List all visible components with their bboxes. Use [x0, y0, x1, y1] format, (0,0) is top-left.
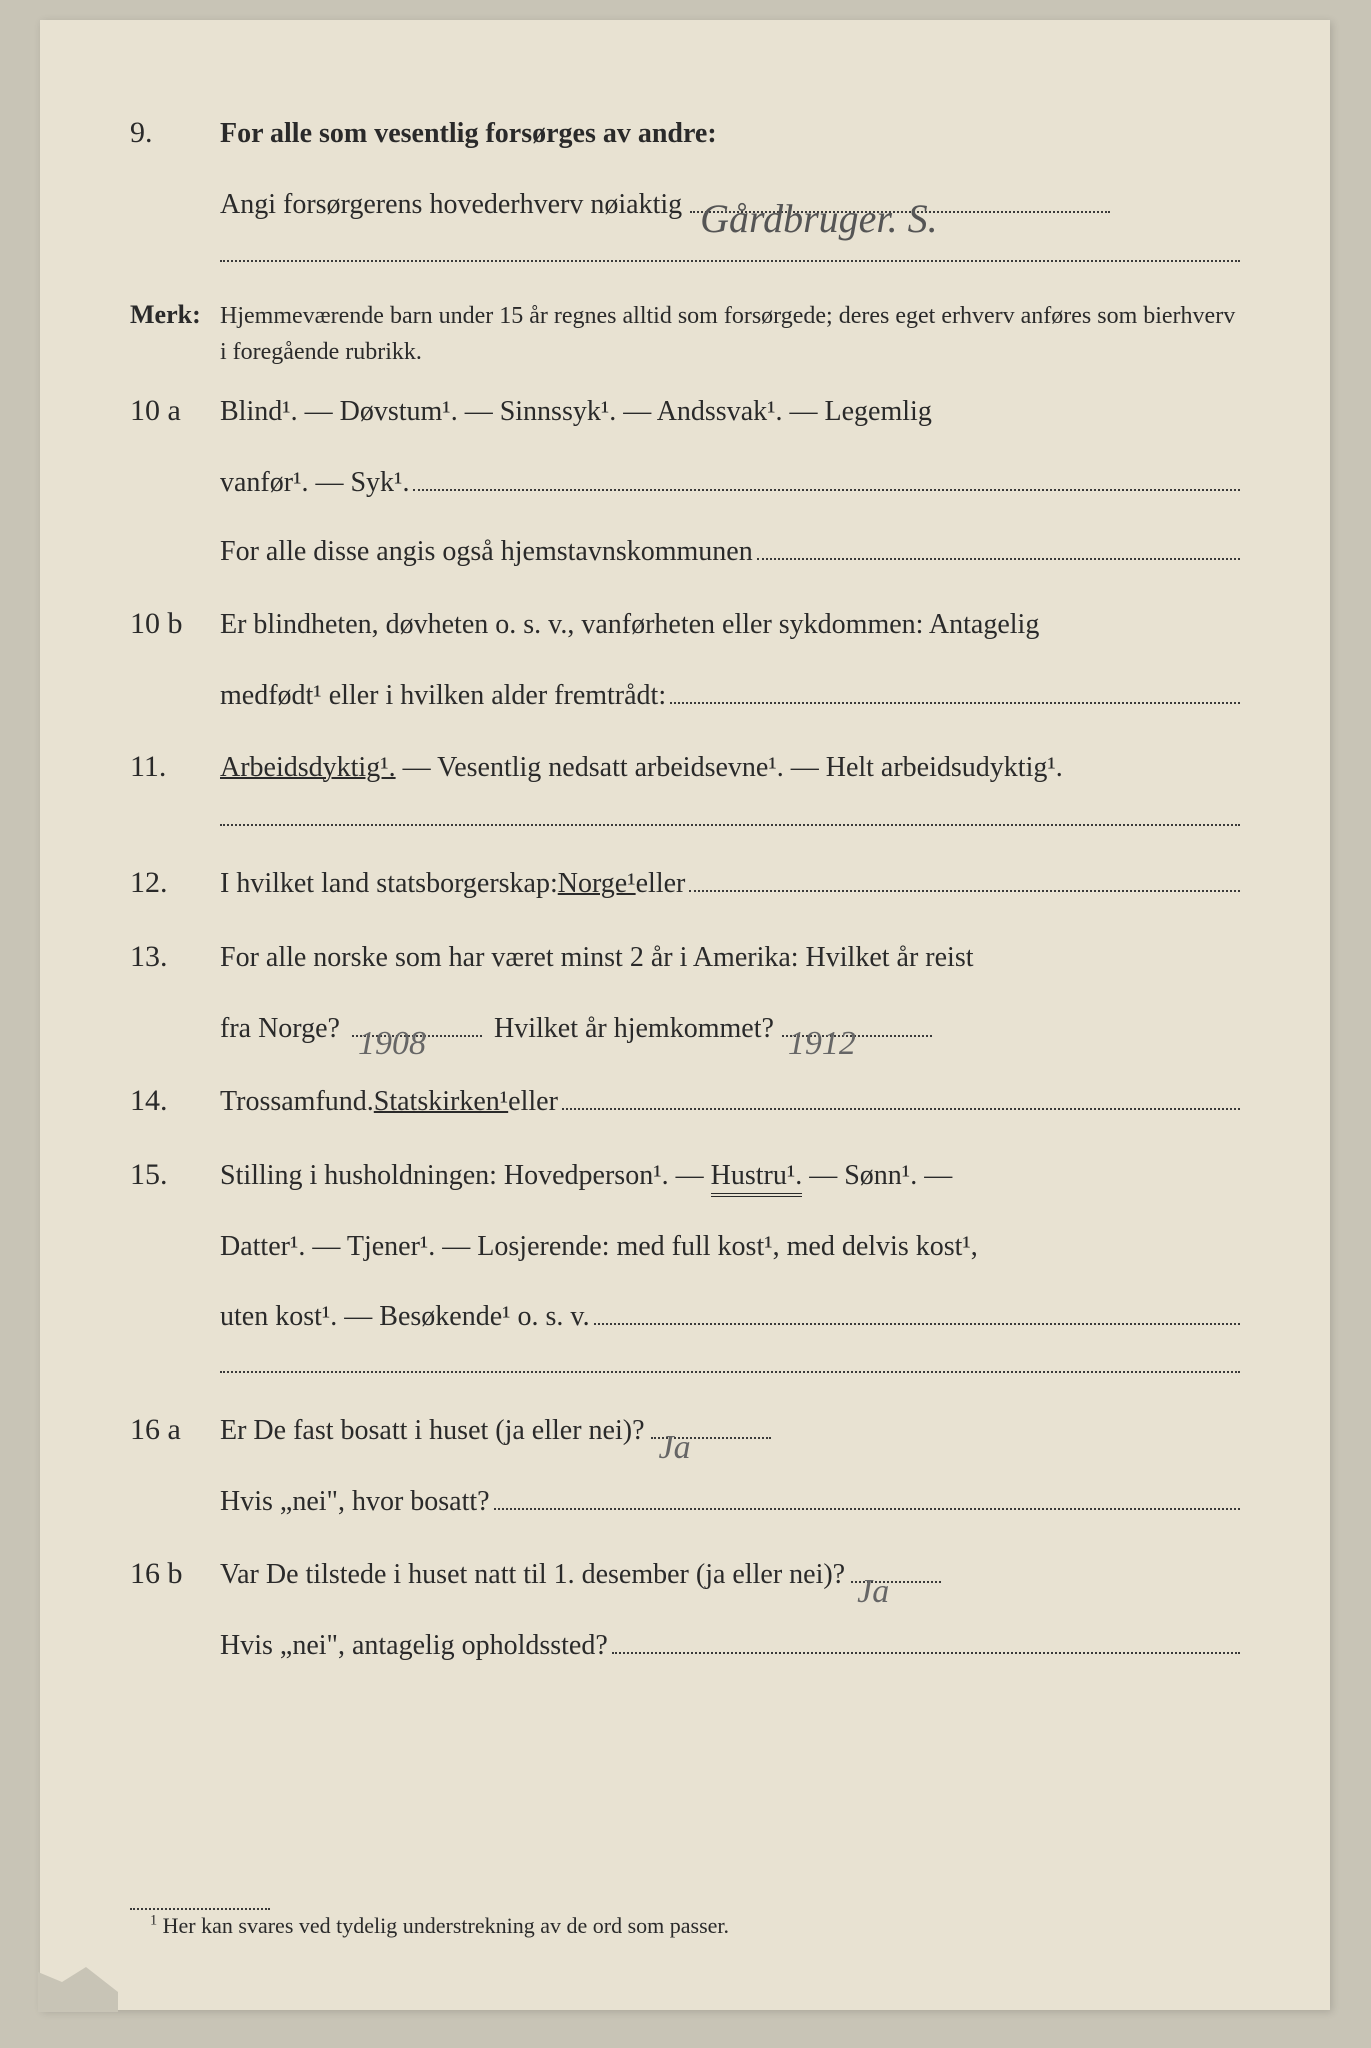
- q14-text-a: Trossamfund.: [220, 1071, 374, 1133]
- dotted-fill: [757, 530, 1240, 560]
- q10b-text2: medfødt¹ eller i hvilken alder fremtrådt…: [220, 665, 666, 727]
- torn-corner: [38, 1962, 118, 2012]
- q13-ans-a-field: 1908: [352, 1035, 482, 1037]
- q16b-line2: Hvis „nei", antagelig opholdssted?: [130, 1615, 1240, 1677]
- q15-number: 15.: [130, 1142, 220, 1208]
- q10a-line2: vanfør¹. — Syk¹.: [130, 452, 1240, 514]
- q16b-line1: 16 b Var De tilstede i huset natt til 1.…: [130, 1541, 1240, 1607]
- q9-line2: Angi forsørgerens hovederhverv nøiaktig …: [130, 174, 1240, 236]
- q10b-line1: 10 b Er blindheten, døvheten o. s. v., v…: [130, 591, 1240, 657]
- q15-hustru: Hustru¹.: [711, 1160, 803, 1197]
- divider: [220, 1371, 1240, 1373]
- q11-number: 11.: [130, 734, 220, 800]
- q11: 11. Arbeidsdyktig¹. — Vesentlig nedsatt …: [130, 734, 1240, 800]
- q12-number: 12.: [130, 850, 220, 916]
- q9-line1: 9. For alle som vesentlig forsørges av a…: [130, 100, 1240, 166]
- q12-text-b: eller: [636, 853, 686, 915]
- dotted-fill: [670, 674, 1240, 704]
- q10a-line1: 10 a Blind¹. — Døvstum¹. — Sinnssyk¹. — …: [130, 378, 1240, 444]
- q9-number: 9.: [130, 100, 220, 166]
- q14-text-b: eller: [508, 1071, 558, 1133]
- merk-label: Merk:: [130, 286, 220, 343]
- q15-text1a: Stilling i husholdningen: Hovedperson¹. …: [220, 1160, 711, 1191]
- q11-rest: — Vesentlig nedsatt arbeidsevne¹. — Helt…: [396, 752, 1063, 783]
- q12-norge: Norge¹: [558, 853, 636, 915]
- footnote-marker: 1: [150, 1912, 157, 1928]
- q15-text1b: — Sønn¹. —: [802, 1160, 952, 1191]
- q16a-number: 16 a: [130, 1397, 220, 1463]
- merk-row: Merk: Hjemmeværende barn under 15 år reg…: [130, 286, 1240, 370]
- footnote: 1 Her kan svares ved tydelig understrekn…: [150, 1902, 729, 1950]
- q15-text2: Datter¹. — Tjener¹. — Losjerende: med fu…: [220, 1216, 1240, 1278]
- dotted-fill: [494, 1480, 1240, 1510]
- q10a-text1: Blind¹. — Døvstum¹. — Sinnssyk¹. — Andss…: [220, 381, 1240, 443]
- q16b-text1: Var De tilstede i huset natt til 1. dese…: [220, 1544, 845, 1606]
- q16b-text2: Hvis „nei", antagelig opholdssted?: [220, 1615, 608, 1677]
- q15-line1: 15. Stilling i husholdningen: Hovedperso…: [130, 1142, 1240, 1208]
- dotted-fill: [413, 461, 1240, 491]
- footnote-text: Her kan svares ved tydelig understreknin…: [163, 1913, 729, 1938]
- q9-label: Angi forsørgerens hovederhverv nøiaktig: [220, 174, 682, 236]
- q15-text3: uten kost¹. — Besøkende¹ o. s. v.: [220, 1286, 590, 1348]
- q10a-text2: vanfør¹. — Syk¹.: [220, 452, 409, 514]
- q13-line1: 13. For alle norske som har været minst …: [130, 924, 1240, 990]
- q13-ans-b-field: 1912: [782, 1035, 932, 1037]
- dotted-fill: [594, 1295, 1240, 1325]
- q13-ans-b: 1912: [788, 1007, 856, 1082]
- q16a-ans-field: Ja: [651, 1437, 771, 1439]
- q14-number: 14.: [130, 1068, 220, 1134]
- q14: 14. Trossamfund. Statskirken¹ eller: [130, 1068, 1240, 1134]
- q11-underlined: Arbeidsdyktig¹.: [220, 752, 396, 783]
- q13-ans-a: 1908: [358, 1007, 426, 1082]
- q10b-number: 10 b: [130, 591, 220, 657]
- q15-line2: Datter¹. — Tjener¹. — Losjerende: med fu…: [130, 1216, 1240, 1278]
- q13-number: 13.: [130, 924, 220, 990]
- q9-answer: Gårdbruger. S.: [700, 175, 937, 263]
- q13-line2: fra Norge? 1908 Hvilket år hjemkommet? 1…: [130, 998, 1240, 1060]
- q15-line3: uten kost¹. — Besøkende¹ o. s. v.: [130, 1286, 1240, 1348]
- q16a-ans: Ja: [659, 1411, 691, 1486]
- q10b-text1: Er blindheten, døvheten o. s. v., vanfør…: [220, 594, 1240, 656]
- dotted-fill: [612, 1624, 1240, 1654]
- q13-label-b: Hvilket år hjemkommet?: [494, 998, 774, 1060]
- q9-text1: For alle som vesentlig forsørges av andr…: [220, 103, 1240, 165]
- q16a-text2: Hvis „nei", hvor bosatt?: [220, 1471, 490, 1533]
- q12: 12. I hvilket land statsborgerskap: Norg…: [130, 850, 1240, 916]
- q10a-number: 10 a: [130, 378, 220, 444]
- q12-text-a: I hvilket land statsborgerskap:: [220, 853, 558, 915]
- q16a-line1: 16 a Er De fast bosatt i huset (ja eller…: [130, 1397, 1240, 1463]
- q9-answer-field: Gårdbruger. S.: [690, 211, 1110, 213]
- q16a-text1: Er De fast bosatt i huset (ja eller nei)…: [220, 1400, 645, 1462]
- q10a-text3: For alle disse angis også hjemstavnskomm…: [220, 521, 753, 583]
- dotted-fill: [562, 1080, 1240, 1110]
- q10b-line2: medfødt¹ eller i hvilken alder fremtrådt…: [130, 665, 1240, 727]
- q16b-ans: Ja: [857, 1555, 889, 1630]
- divider: [220, 824, 1240, 826]
- dotted-fill: [689, 862, 1240, 892]
- merk-text: Hjemmeværende barn under 15 år regnes al…: [220, 298, 1240, 370]
- q10a-line3: For alle disse angis også hjemstavnskomm…: [130, 521, 1240, 583]
- q16b-number: 16 b: [130, 1541, 220, 1607]
- q13-text1: For alle norske som har været minst 2 år…: [220, 927, 1240, 989]
- q16b-ans-field: Ja: [851, 1581, 941, 1583]
- census-form-page: 9. For alle som vesentlig forsørges av a…: [40, 20, 1330, 2010]
- q13-label-a: fra Norge?: [220, 998, 340, 1060]
